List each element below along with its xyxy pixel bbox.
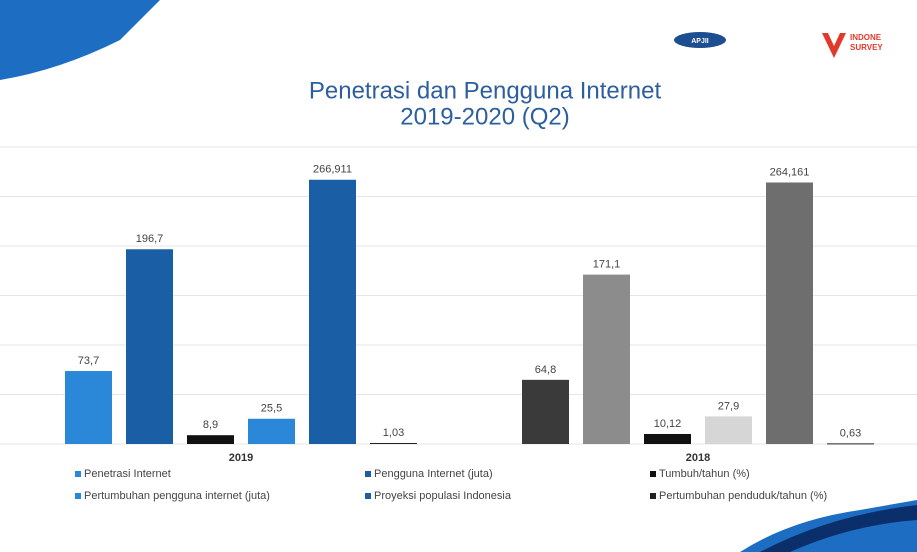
value-label: 73,7 (78, 355, 99, 367)
legend-label: Pengguna Internet (juta) (374, 468, 493, 480)
corner-decoration (760, 505, 917, 552)
logo-text: SURVEY (850, 43, 883, 52)
legend-swatch (75, 493, 81, 499)
value-label: 10,12 (654, 418, 682, 430)
legend-label: Penetrasi Internet (84, 468, 171, 480)
chart-title: Penetrasi dan Pengguna Internet (309, 77, 662, 104)
value-label: 0,63 (840, 427, 861, 439)
bar (187, 435, 234, 444)
legend-swatch (650, 471, 656, 477)
value-label: 25,5 (261, 403, 282, 415)
bar (126, 249, 173, 444)
value-label: 196,7 (136, 233, 164, 245)
legend-label: Proyeksi populasi Indonesia (374, 490, 512, 502)
legend-label: Pertumbuhan penduduk/tahun (%) (659, 490, 827, 502)
logo-text: APJII (691, 38, 709, 45)
value-label: 27,9 (718, 400, 739, 412)
legend-label: Tumbuh/tahun (%) (659, 468, 750, 480)
x-tick-label: 2018 (686, 452, 710, 464)
legend-label: Pertumbuhan pengguna internet (juta) (84, 490, 270, 502)
bar (583, 274, 630, 444)
value-label: 1,03 (383, 427, 404, 439)
bar (522, 379, 569, 444)
legend-swatch (650, 493, 656, 499)
bar (65, 371, 112, 444)
bar (370, 442, 417, 444)
bar (248, 418, 295, 444)
value-label: 264,161 (770, 166, 810, 178)
legend-swatch (365, 471, 371, 477)
chart-subtitle: 2019-2020 (Q2) (400, 103, 569, 130)
bar (766, 182, 813, 445)
logo (674, 32, 726, 48)
bar (644, 433, 691, 444)
x-tick-label: 2019 (229, 452, 253, 464)
value-label: 64,8 (535, 364, 556, 376)
bar (827, 443, 874, 445)
value-label: 266,911 (313, 164, 352, 176)
legend-swatch (75, 471, 81, 477)
value-label: 8,9 (203, 419, 218, 431)
logo-text: INDONE (850, 33, 882, 42)
legend-swatch (365, 493, 371, 499)
corner-decoration (0, 0, 160, 80)
logo (822, 33, 846, 58)
value-label: 171,1 (593, 259, 621, 271)
bar (309, 179, 356, 444)
bar (705, 416, 752, 444)
